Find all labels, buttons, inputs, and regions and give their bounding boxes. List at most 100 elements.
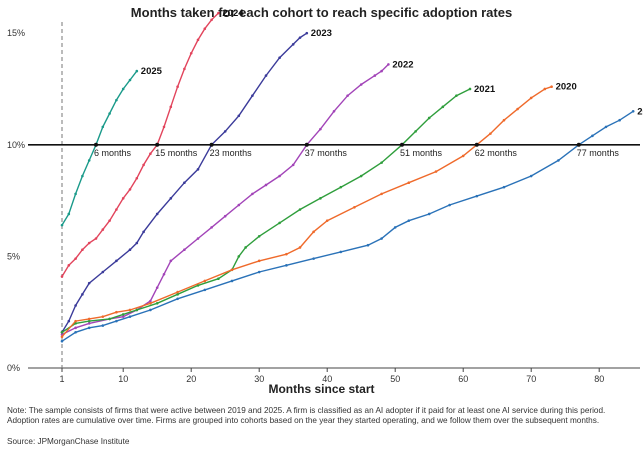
data-point-2019 (74, 330, 77, 334)
data-point-2022 (387, 63, 390, 66)
data-point-2023 (81, 293, 84, 296)
data-point-2023 (251, 94, 254, 97)
data-point-2020 (407, 181, 411, 185)
series-label-2021: 2021 (474, 84, 496, 95)
x-tick-label: 10 (118, 374, 128, 384)
data-point-2020 (529, 96, 533, 100)
data-point-2023 (67, 319, 71, 323)
data-point-2024 (87, 241, 91, 245)
series-label-2023: 2023 (311, 28, 332, 39)
data-point-2022 (183, 248, 186, 251)
data-point-2023 (291, 43, 295, 46)
data-point-2021 (257, 234, 261, 238)
series-line-2025 (61, 70, 138, 226)
data-point-2022 (359, 83, 363, 86)
data-point-2021 (237, 255, 241, 258)
data-point-2022 (373, 74, 377, 77)
crossing-label-2021: 51 months (400, 148, 443, 158)
data-point-2024 (94, 237, 98, 240)
data-point-2022 (162, 272, 166, 276)
data-point-2019 (618, 118, 621, 122)
data-point-2021 (380, 161, 383, 164)
data-point-2022 (121, 315, 125, 318)
data-point-2021 (468, 87, 472, 91)
data-point-2024 (115, 208, 118, 211)
crossing-label-2024: 15 months (155, 148, 198, 158)
data-point-2019 (557, 159, 560, 162)
series-label-2020: 2020 (556, 82, 577, 93)
series-label-2025: 2025 (141, 66, 163, 77)
data-point-2019 (380, 237, 383, 240)
data-point-2019 (475, 194, 479, 198)
data-point-2024 (183, 67, 186, 71)
data-point-2019 (257, 270, 261, 274)
series-label-2022: 2022 (392, 59, 413, 70)
x-tick-label: 80 (594, 374, 604, 384)
data-point-2024 (203, 27, 207, 30)
y-tick-label: 0% (7, 363, 20, 373)
data-point-2020 (128, 308, 132, 312)
data-point-2025 (121, 87, 125, 91)
data-point-2022 (210, 226, 213, 229)
data-point-2023 (223, 130, 227, 133)
data-point-2021 (135, 308, 139, 312)
series-line-2024 (61, 12, 219, 277)
data-point-2023 (128, 248, 132, 251)
chart-title: Months taken for each cohort to reach sp… (130, 5, 513, 20)
data-point-2024 (121, 197, 125, 200)
x-tick-label: 40 (322, 374, 332, 384)
data-point-2020 (461, 154, 465, 158)
crossing-marker-2020 (474, 142, 479, 147)
data-point-2025 (60, 223, 64, 227)
crossing-marker-2022 (304, 142, 309, 147)
data-point-2021 (196, 284, 200, 287)
data-point-2020 (516, 107, 519, 111)
data-point-2020 (60, 335, 64, 339)
data-point-2021 (319, 197, 322, 200)
chart-source: Source: JPMorganChase Institute (7, 437, 130, 446)
data-point-2019 (631, 109, 635, 113)
data-point-2022 (155, 286, 159, 289)
crossing-label-2022: 37 months (305, 148, 348, 158)
data-point-2024 (74, 257, 77, 260)
data-point-2023 (305, 31, 309, 35)
x-axis-label: Months since start (268, 382, 375, 396)
data-point-2024 (108, 219, 111, 222)
data-point-2020 (312, 230, 315, 234)
data-point-2022 (169, 259, 173, 263)
x-tick-label: 20 (186, 374, 196, 384)
data-point-2024 (142, 163, 145, 167)
crossing-label-2023: 23 months (210, 148, 253, 158)
y-tick-label: 15% (7, 28, 25, 38)
data-point-2025 (101, 125, 105, 129)
series-label-2024: 2024 (222, 8, 244, 19)
data-point-2022 (380, 69, 383, 73)
data-point-2020 (149, 301, 152, 305)
data-point-2023 (115, 259, 118, 263)
data-point-2024 (60, 275, 64, 278)
data-point-2021 (414, 130, 417, 133)
data-point-2020 (543, 87, 547, 91)
data-point-2022 (87, 322, 91, 325)
data-point-2025 (108, 112, 111, 115)
data-point-2023 (237, 114, 241, 118)
series-label-2019: 2019 (637, 106, 643, 117)
crossing-marker-2025 (94, 142, 98, 147)
data-point-2024 (128, 188, 132, 191)
data-point-2021 (176, 293, 179, 296)
data-point-2024 (149, 152, 152, 156)
data-point-2020 (87, 317, 91, 321)
data-point-2024 (101, 228, 105, 231)
crossing-label-2020: 62 months (475, 148, 518, 158)
data-point-2019 (427, 212, 431, 216)
data-point-2021 (455, 94, 458, 97)
series-line-2021 (61, 88, 471, 333)
data-point-2024 (67, 264, 71, 267)
data-point-2023 (278, 56, 281, 60)
data-point-2023 (135, 241, 139, 245)
data-point-2021 (155, 301, 159, 305)
data-point-2022 (237, 203, 241, 207)
data-point-2021 (427, 116, 431, 120)
data-point-2020 (502, 118, 506, 122)
data-point-2022 (278, 174, 281, 178)
